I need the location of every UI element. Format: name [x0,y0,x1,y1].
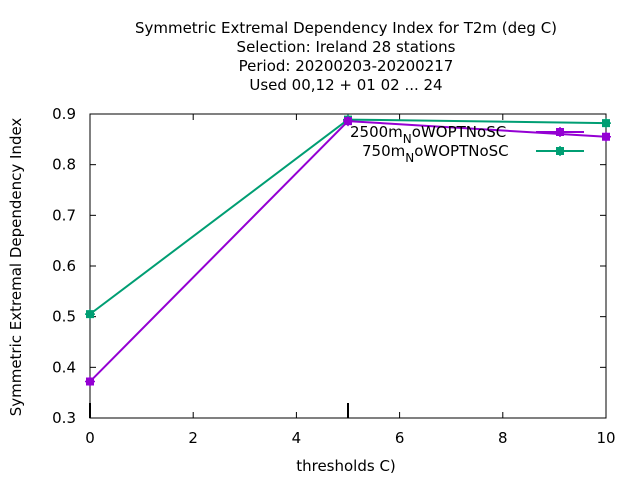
y-tick-label: 0.3 [52,409,76,427]
x-tick-label: 2 [188,429,198,447]
y-tick-label: 0.9 [52,105,76,123]
x-tick-label: 0 [85,429,95,447]
data-point-cross [343,116,353,127]
x-axis-label: thresholds C) [296,457,396,475]
x-tick-label: 6 [395,429,405,447]
x-tick-label: 4 [292,429,302,447]
x-tick-label: 10 [596,429,615,447]
series-line [89,120,607,383]
x-tick-label: 8 [498,429,508,447]
axis-ticks: 0 2 4 6 8 10 0.3 0.4 0.5 0.6 0.7 0.8 0.9 [52,105,615,447]
y-tick-label: 0.6 [52,257,76,275]
y-tick-label: 0.5 [52,308,76,326]
chart-title-line: Used 00,12 + 01 02 ... 24 [249,76,442,94]
legend-marker-cross [555,146,565,156]
y-tick-label: 0.8 [52,156,76,174]
chart-title-line: Symmetric Extremal Dependency Index for … [135,19,557,37]
plot-frame [89,113,607,419]
data-point-cross [85,376,95,387]
series-line [89,118,607,315]
chart-title-line: Period: 20200203-20200217 [239,57,454,75]
series-group [85,114,611,387]
legend-marker-cross [555,127,565,137]
y-tick-label: 0.4 [52,358,76,376]
data-point-cross [85,309,95,320]
chart-title: Symmetric Extremal Dependency Index for … [135,19,557,94]
y-tick-label: 0.7 [52,206,76,224]
data-point-cross [601,131,611,142]
chart-title-line: Selection: Ireland 28 stations [237,38,456,56]
series-750m [85,114,611,320]
series-2500m [85,116,611,387]
y-axis-label: Symmetric Extremal Dependency Index [7,118,25,417]
data-point-cross [601,118,611,129]
legend-label: 750mNoWOPTNoSC [362,142,509,165]
legend-label: 2500mNoWOPTNoSC [350,123,506,146]
